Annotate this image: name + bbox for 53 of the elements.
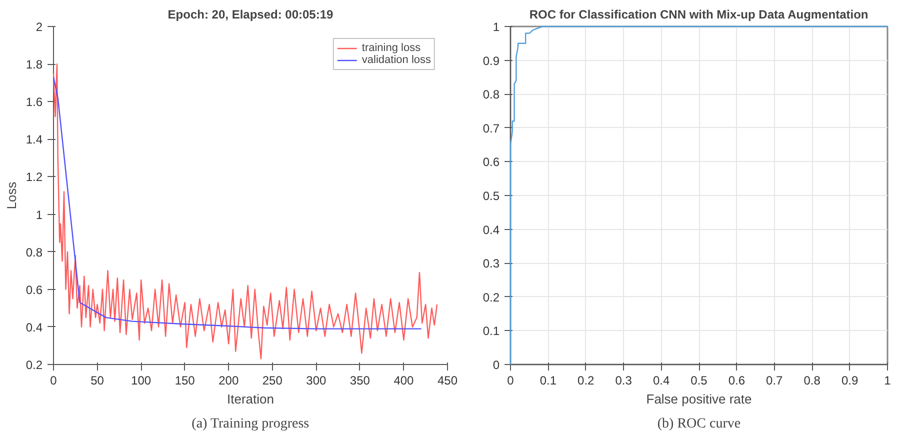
legend-label: validation loss: [362, 54, 431, 66]
y-tick-label: 1: [36, 208, 43, 222]
y-tick-label: 2: [36, 20, 43, 34]
x-tick-label: 100: [131, 374, 152, 388]
line-series: [52, 63, 438, 360]
legend-label: training loss: [362, 42, 421, 54]
x-tick-label: 0: [507, 374, 514, 388]
x-tick-label: 200: [218, 374, 239, 388]
y-tick-label: 0.1: [482, 324, 500, 338]
y-tick-label: 1.6: [26, 95, 43, 110]
y-tick-label: 0: [492, 358, 500, 372]
x-tick-label: 0.6: [728, 374, 746, 388]
y-tick-label: 1.4: [26, 132, 43, 147]
x-tick-label: 0.2: [578, 374, 595, 388]
y-tick-label: 1: [492, 20, 500, 34]
y-tick-label: 0.5: [482, 189, 500, 203]
y-tick-label: 0.6: [26, 282, 43, 297]
y-tick-label: 0.8: [482, 88, 500, 102]
text: (b) ROC curve: [657, 416, 741, 432]
x-tick-label: 400: [394, 374, 414, 388]
y-tick-label: 0.6: [482, 155, 500, 170]
y-tick-label: 0.7: [482, 121, 500, 136]
x-tick-label: 0.3: [615, 374, 632, 388]
x-axis-title: False positive rate: [646, 392, 752, 406]
x-tick-label: 0.7: [766, 374, 784, 388]
y-tick-label: 0.2: [26, 358, 43, 372]
x-tick-label: 50: [90, 374, 104, 388]
x-tick-label: 300: [306, 374, 327, 388]
y-tick-label: 0.4: [26, 320, 43, 334]
x-tick-label: 0.1: [540, 374, 557, 388]
text: (a) Training progress: [192, 416, 310, 432]
x-tick-label: 1: [884, 374, 892, 388]
x-tick-label: 450: [437, 374, 458, 388]
y-tick-label: 1.8: [26, 58, 43, 72]
x-tick-label: 250: [262, 374, 283, 388]
y-tick-label: 0.8: [26, 245, 43, 260]
chart-title: Epoch: 20, Elapsed: 00:05:19: [168, 8, 334, 22]
x-tick-label: 0.4: [652, 374, 670, 388]
x-tick-label: 0: [50, 374, 58, 388]
x-tick-label: 150: [174, 374, 196, 388]
x-tick-label: 0.9: [841, 374, 858, 388]
y-tick-label: 0.3: [482, 256, 500, 271]
x-tick-label: 0.8: [804, 374, 821, 388]
x-axis-title: Iteration: [227, 392, 274, 406]
x-tick-label: 350: [350, 374, 370, 388]
chart-title: ROC for Classification CNN with Mix-up Data Augmentation: [529, 8, 868, 22]
line-series: [52, 76, 422, 330]
x-tick-label: 0.5: [690, 374, 708, 388]
y-tick-label: 0.9: [482, 54, 500, 68]
y-tick-label: 1.2: [26, 170, 43, 184]
y-axis-title: Loss: [4, 181, 19, 210]
y-tick-label: 0.2: [482, 290, 500, 304]
y-tick-label: 0.4: [482, 222, 500, 237]
